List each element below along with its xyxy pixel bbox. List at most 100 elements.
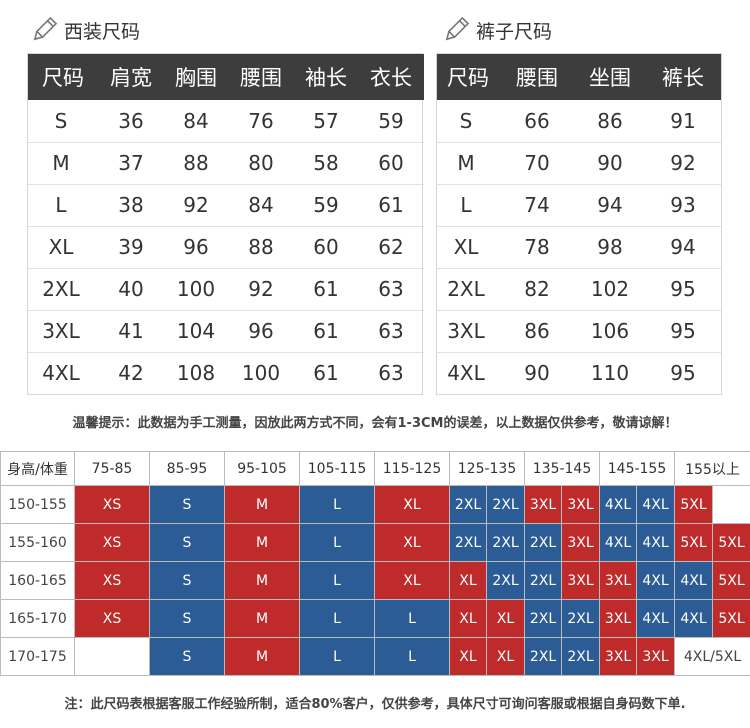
size-recommendation-cell: S: [149, 599, 225, 638]
suit-section-title: 西装尺码: [64, 20, 141, 43]
suit-cell: 84: [183, 108, 209, 133]
suit-cell: 4XL: [28, 351, 98, 394]
size-recommendation-cell: L: [374, 599, 450, 638]
pencil-icon: [33, 16, 58, 41]
height-range-label: 170-175: [0, 637, 75, 676]
size-recommendation-cell: 4XL: [636, 485, 675, 524]
suit-cell: L: [28, 183, 98, 226]
pencil-icon: [445, 16, 470, 41]
suit-cell: 2XL: [28, 267, 98, 310]
size-recommendation-cell: 5XL: [674, 485, 713, 524]
size-recommendation-cell: 4XL: [599, 523, 637, 562]
pants-cell: 66: [524, 108, 550, 133]
weight-range-header: 145-155: [599, 451, 675, 486]
suit-cell: 59: [294, 183, 358, 226]
pants-size-table: 尺码 腰围 坐围 裤长 S 66 86 91 M 70 90 92 L 74 94 93 XL 78 98 94 2X…: [436, 53, 722, 395]
suit-cell: 3XL: [28, 309, 98, 352]
size-recommendation-cell: XL: [374, 523, 450, 562]
size-recommendation-cell: 2XL: [524, 599, 562, 638]
suit-cell: 36: [118, 108, 144, 133]
suit-cell: 60: [294, 225, 358, 268]
size-recommendation-cell: S: [149, 637, 225, 676]
pants-cell: 110: [575, 351, 645, 394]
suit-section-header: 西装尺码: [30, 14, 140, 46]
size-recommendation-cell: 4XL: [674, 561, 713, 600]
pants-cell: L: [437, 183, 499, 226]
size-recommendation-cell: 3XL: [561, 485, 600, 524]
pants-row: M 70 90 92: [437, 141, 721, 184]
suit-header-cell: 胸围: [164, 54, 228, 100]
pants-row: 2XL 82 102 95: [437, 267, 721, 310]
height-range-label: 150-155: [0, 485, 75, 524]
pants-cell: 106: [575, 309, 645, 352]
suit-cell: 38: [98, 183, 164, 226]
size-recommendation-cell: XL: [486, 599, 525, 638]
suit-row: M 37 88 80 58 60: [28, 141, 424, 184]
size-recommendation-cell: 2XL: [524, 523, 562, 562]
reference-row: 165-170 XS S M L L XL XL 2XL 2XL 3XL 4XL 4XL 5XL: [0, 599, 750, 638]
size-recommendation-cell: XS: [74, 561, 150, 600]
suit-cell: 61: [294, 351, 358, 394]
size-recommendation-cell: XL: [449, 561, 487, 600]
size-recommendation-cell: L: [299, 561, 375, 600]
suit-cell: 61: [294, 267, 358, 310]
pants-cell: 2XL: [437, 267, 499, 310]
pants-cell: 3XL: [437, 309, 499, 352]
pants-section-title: 裤子尺码: [476, 20, 553, 43]
size-recommendation-cell: 5XL: [711, 561, 750, 600]
suit-table: 尺码 肩宽 胸围 腰围 袖长 衣长 S 36 84 76 57 59 M 37 88 80 58 60 L 38 92…: [28, 54, 424, 394]
reference-row: 170-175 S M L L XL XL 2XL 2XL 3XL 3XL 4XL/5XL: [0, 637, 750, 676]
pants-section-header: 裤子尺码: [442, 14, 552, 46]
pants-cell: 92: [645, 141, 721, 184]
size-recommendation-cell: S: [149, 561, 225, 600]
weight-range-header: 155以上: [673, 451, 750, 486]
size-recommendation-cell: 4XL: [636, 523, 675, 562]
size-recommendation-cell: 4XL: [599, 485, 637, 524]
pants-cell: XL: [437, 225, 499, 268]
pants-cell: 86: [597, 108, 623, 133]
pants-cell: 90: [499, 351, 575, 394]
reference-corner-label: 身高/体重: [0, 451, 75, 486]
suit-row: 2XL 40 100 92 61 63: [28, 267, 424, 310]
pants-row: 4XL 90 110 95: [437, 351, 721, 394]
pants-cell: 95: [645, 267, 721, 310]
suit-cell: 63: [358, 351, 424, 394]
pants-header-cell: 尺码: [437, 54, 499, 100]
suit-header-cell: 肩宽: [98, 54, 164, 100]
pants-cell: 94: [645, 225, 721, 268]
size-chart-note: 注：此尺码表根据客服工作经验所制，适合80%客户，仅供参考，具体尺寸可询问客服或…: [64, 697, 686, 712]
size-recommendation-cell: L: [299, 523, 375, 562]
size-recommendation-cell: [74, 637, 150, 676]
suit-cell: 39: [98, 225, 164, 268]
suit-cell: 92: [228, 267, 294, 310]
suit-cell: 100: [164, 267, 228, 310]
size-recommendation-cell: 3XL: [561, 561, 600, 600]
size-recommendation-cell: XL: [486, 637, 525, 676]
pants-cell: 74: [499, 183, 575, 226]
suit-size-table: 尺码 肩宽 胸围 腰围 袖长 衣长 S 36 84 76 57 59 M 37 88 80 58 60 L 38 92…: [27, 53, 424, 395]
size-recommendation-cell: M: [224, 637, 300, 676]
pants-cell: S: [459, 108, 473, 133]
suit-cell: 88: [228, 225, 294, 268]
suit-header-row: 尺码 肩宽 胸围 腰围 袖长 衣长: [28, 54, 424, 100]
pants-header-cell: 裤长: [645, 54, 721, 100]
weight-range-header: 85-95: [149, 451, 225, 486]
size-recommendation-cell: 3XL: [636, 637, 675, 676]
size-recommendation-cell: M: [224, 523, 300, 562]
suit-cell: 42: [98, 351, 164, 394]
suit-cell: 40: [98, 267, 164, 310]
suit-header-cell: 尺码: [28, 54, 98, 100]
size-recommendation-cell: M: [224, 599, 300, 638]
size-recommendation-cell: M: [224, 561, 300, 600]
size-recommendation-cell: L: [374, 637, 450, 676]
pants-header-cell: 坐围: [575, 54, 645, 100]
size-recommendation-cell: XS: [74, 523, 150, 562]
height-range-label: 160-165: [0, 561, 75, 600]
suit-cell: 62: [358, 225, 424, 268]
suit-cell: 84: [228, 183, 294, 226]
suit-cell: 61: [294, 309, 358, 352]
measurement-tip: 温馨提示：此数据为手工测量，因放此两方式不同，会有1-3CM的误差，以上数据仅供…: [72, 416, 678, 431]
reference-row: 150-155 XS S M L XL 2XL 2XL 3XL 3XL 4XL 4XL 5XL: [0, 485, 750, 524]
pants-header-cell: 腰围: [499, 54, 575, 100]
suit-cell: 80: [228, 141, 294, 184]
